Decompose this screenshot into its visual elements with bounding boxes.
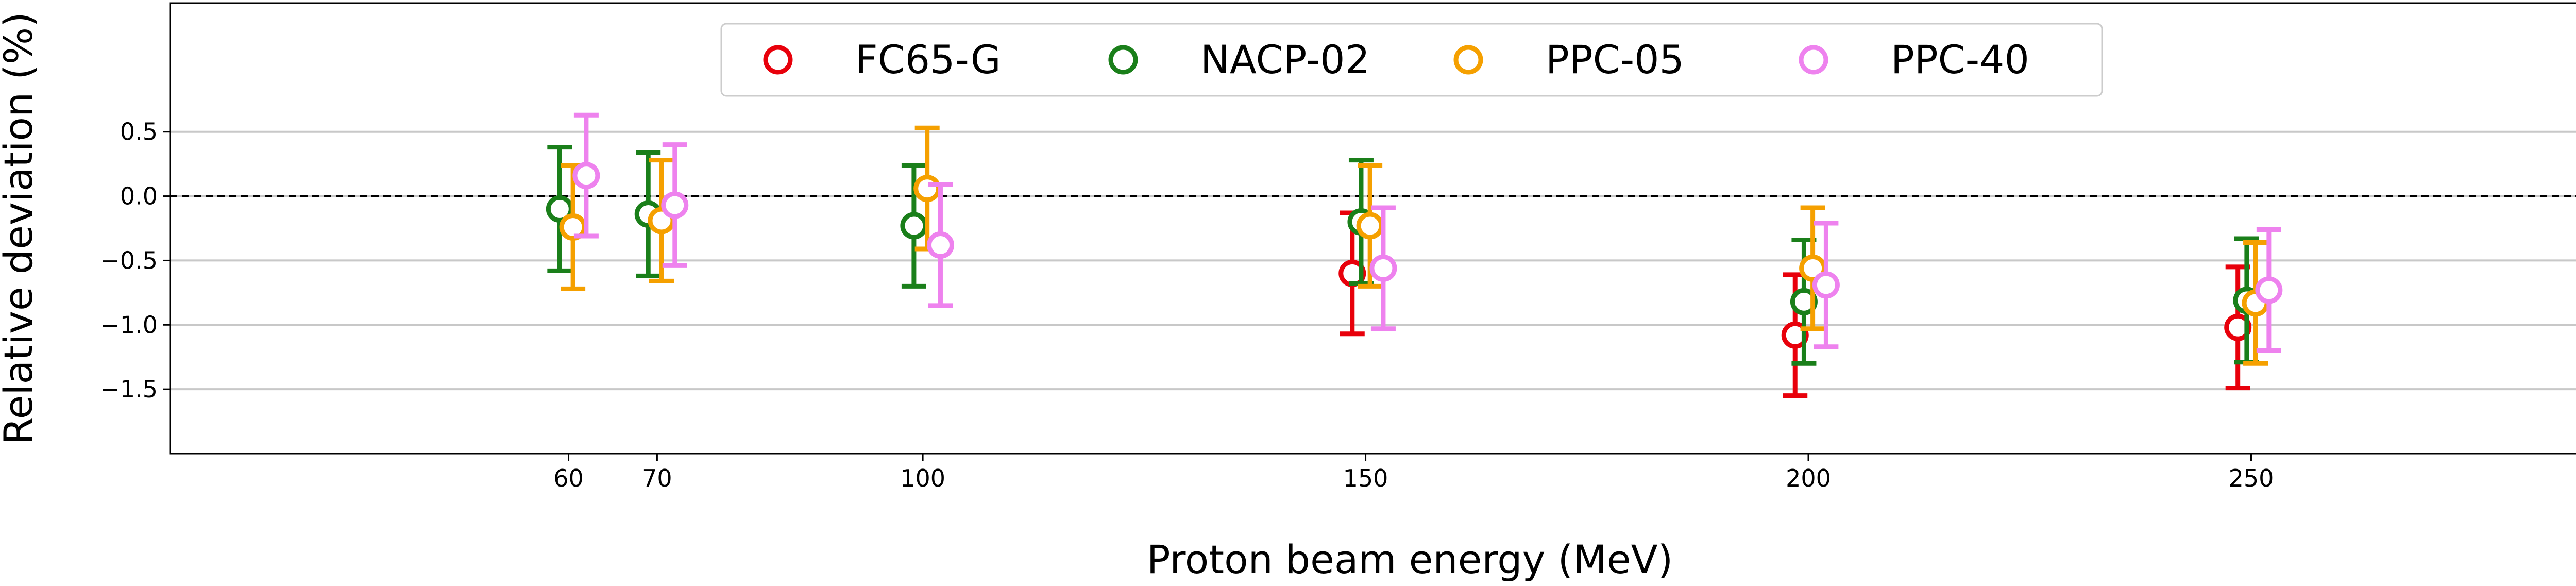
data-point: [926, 231, 954, 259]
y-tick-label: 0.0: [120, 182, 158, 210]
legend-label: PPC-40: [1891, 37, 2029, 82]
data-point: [900, 212, 928, 240]
y-ticks: 0.5 0.0 −0.5 −1.0 −1.5: [100, 118, 170, 403]
legend-marker: [1799, 45, 1828, 75]
x-tick-label: 200: [1786, 464, 1831, 492]
x-tick-label: 60: [553, 464, 584, 492]
y-tick-label: −1.0: [100, 311, 158, 339]
data-point: [2255, 276, 2283, 304]
legend-label: NACP-02: [1200, 37, 1370, 82]
legend-marker: [763, 45, 793, 75]
series-ppc-05: [559, 125, 2269, 366]
y-tick-label: −1.5: [100, 375, 158, 403]
x-axis-title: Proton beam energy (MeV): [1147, 537, 1673, 582]
y-tick-label: −0.5: [100, 246, 158, 274]
series-nacp-02: [546, 145, 2261, 366]
data-point: [1356, 212, 1384, 240]
plot-frame: [169, 2, 2576, 455]
x-ticks: 60 70 100 150 200 250: [553, 454, 2274, 492]
y-tick-label: 0.5: [120, 118, 158, 146]
data-point: [572, 162, 600, 190]
data-point: [2224, 313, 2252, 341]
legend-item-fc65-g: FC65-G: [763, 37, 1001, 82]
y-axis-title: Relative deviation (%): [0, 12, 41, 445]
data-point: [1369, 254, 1397, 282]
x-tick-label: 150: [1343, 464, 1388, 492]
legend: FC65-G NACP-02 PPC-05 PPC-40: [720, 23, 2103, 97]
legend-marker: [1453, 45, 1483, 75]
data-point: [1790, 288, 1818, 315]
data-point: [913, 175, 941, 203]
legend-label: FC65-G: [855, 37, 1001, 82]
series-layer: [546, 112, 2283, 398]
x-tick-label: 70: [642, 464, 672, 492]
legend-marker: [1108, 45, 1138, 75]
series-ppc-40: [572, 112, 2283, 353]
legend-item-ppc-40: PPC-40: [1799, 37, 2029, 82]
legend-item-ppc-05: PPC-05: [1453, 37, 1684, 82]
legend-label: PPC-05: [1546, 37, 1684, 82]
x-tick-label: 250: [2229, 464, 2274, 492]
legend-box: [720, 23, 2103, 97]
legend-item-nacp-02: NACP-02: [1108, 37, 1370, 82]
data-point: [1812, 271, 1840, 299]
x-tick-label: 100: [900, 464, 945, 492]
data-point: [661, 191, 689, 219]
